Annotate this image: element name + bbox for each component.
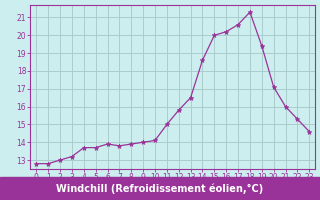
Text: Windchill (Refroidissement éolien,°C): Windchill (Refroidissement éolien,°C) — [56, 183, 264, 194]
